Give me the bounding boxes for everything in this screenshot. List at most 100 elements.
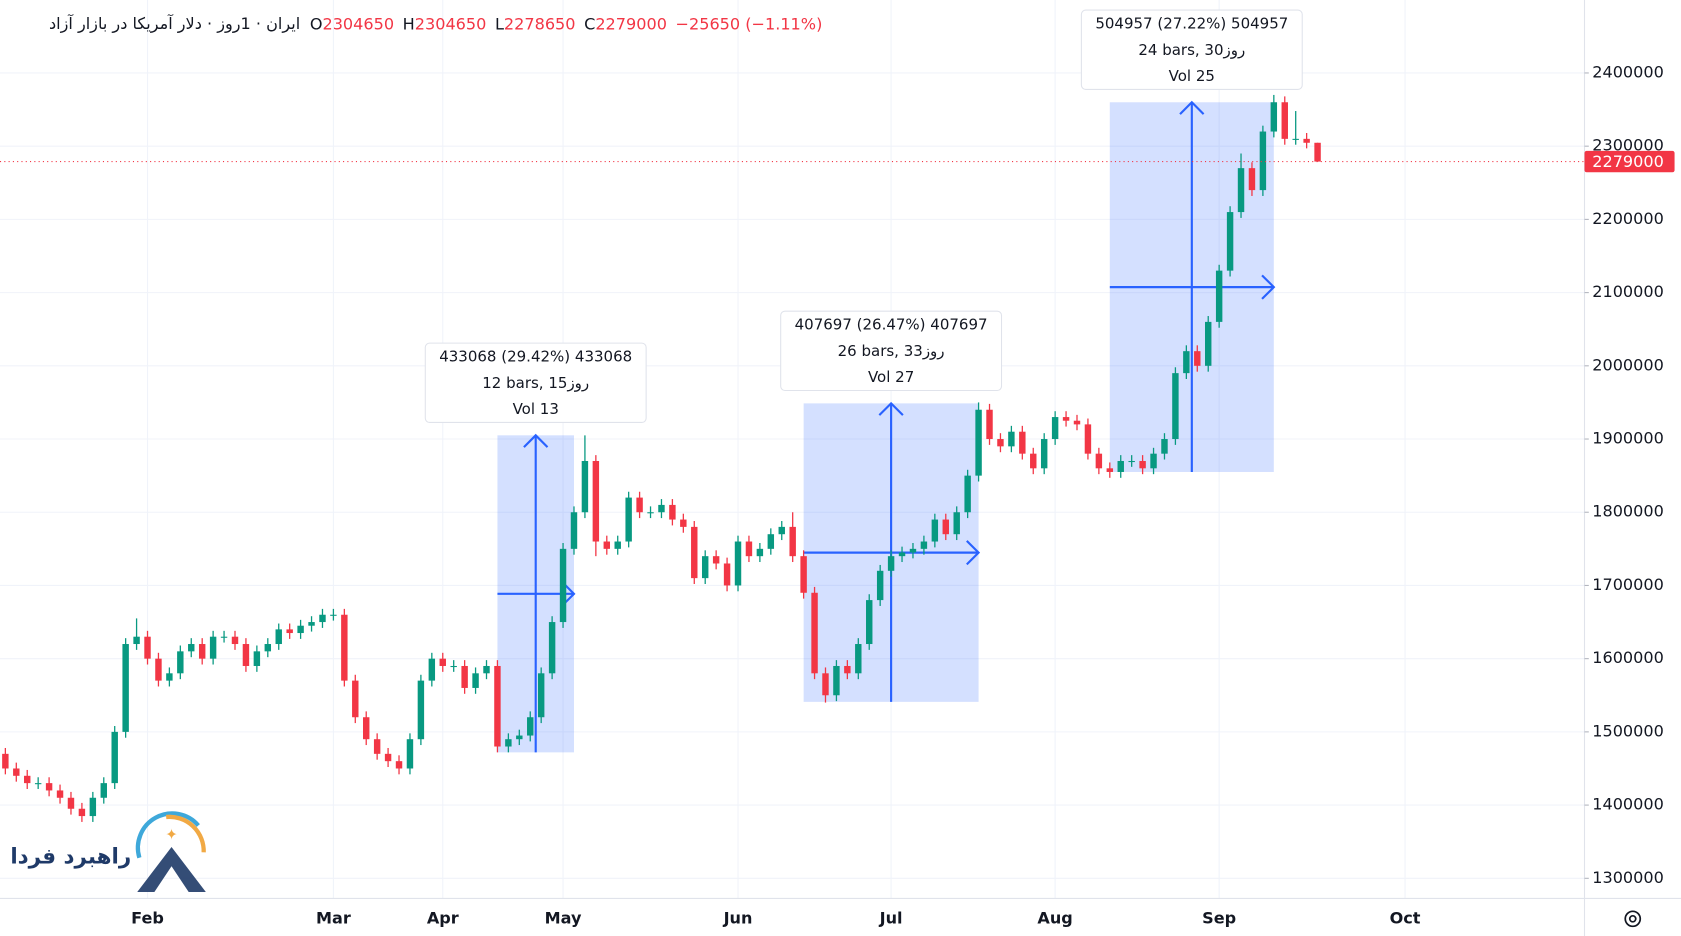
ohlc-key: C: [584, 14, 595, 33]
candle-body: [581, 460, 589, 513]
candle-body: [1292, 138, 1299, 140]
candle-body: [220, 636, 228, 638]
measure-arrowhead: [1179, 100, 1205, 115]
measure-label: 433068 (29.42%) 433068: [439, 348, 632, 366]
candle-body: [647, 512, 654, 514]
candle-body: [1051, 417, 1059, 440]
measure-label: 26 bars, 33روز: [838, 342, 945, 360]
candle-body: [155, 658, 162, 681]
candle-body: [428, 658, 436, 681]
ohlc-value: 2279000: [595, 14, 667, 33]
measure-label-box: [1080, 9, 1303, 90]
settings-icon[interactable]: [1624, 910, 1642, 928]
logo-arc: [135, 811, 200, 859]
candle-body: [876, 570, 884, 601]
candle-body: [691, 526, 698, 579]
measure-arrowhead: [966, 540, 981, 566]
watermark-text: راهبرد فردا: [10, 845, 131, 870]
candle-body: [111, 731, 118, 784]
candle-body: [887, 556, 895, 571]
y-tick-label: 2300000: [1592, 136, 1664, 155]
y-tick-label: 1900000: [1592, 429, 1664, 448]
candle-body: [1248, 168, 1256, 191]
candle-body: [461, 665, 468, 688]
x-tick-label: Feb: [131, 908, 164, 927]
measure-labels: 433068 (29.42%) 433068 12 bars, 15روز Vol …: [424, 9, 1303, 423]
candle-body: [45, 783, 53, 791]
candle-body: [942, 519, 949, 535]
x-tick-label: Apr: [427, 908, 459, 927]
candle-body: [570, 512, 578, 549]
watermark-logo: ✦: [135, 811, 206, 893]
candle-body: [734, 541, 742, 586]
candle-body: [680, 519, 687, 527]
chart-title: ایران · 1روز · دلار آمریکا در بازار آزاد: [49, 14, 300, 34]
candle-body: [975, 409, 982, 476]
candle-body: [319, 614, 326, 623]
candle-body: [1106, 468, 1114, 472]
candle-body: [100, 783, 107, 798]
ohlc-value: 2304650: [415, 14, 487, 33]
candle-body: [855, 644, 862, 674]
candle-body: [625, 497, 632, 542]
ohlc-readout: O2304650 H2304650 L2278650 C2279000 −25650 (…: [310, 14, 823, 33]
measure-arrowhead: [523, 433, 549, 448]
y-tick-label: 1700000: [1592, 575, 1664, 594]
candle-layer: [2, 94, 1321, 822]
candle-body: [1270, 102, 1278, 132]
y-tick-label: 2100000: [1592, 282, 1664, 301]
candle-body: [997, 439, 1004, 447]
candle-body: [1259, 131, 1267, 191]
candle-body: [701, 556, 709, 579]
candle-body: [406, 739, 414, 769]
candle-body: [242, 644, 250, 666]
y-tick-label: 1300000: [1592, 868, 1664, 887]
candle-body: [789, 526, 796, 557]
candle-body: [352, 680, 359, 718]
x-tick-label: Oct: [1390, 908, 1421, 927]
y-tick-label: 1600000: [1592, 648, 1664, 667]
candle-body: [669, 504, 676, 520]
candle-body: [636, 497, 643, 513]
candle-body: [253, 651, 261, 666]
logo-star: ✦: [165, 826, 178, 844]
candle-body: [450, 665, 457, 668]
candle-body: [516, 735, 523, 740]
candle-body: [1008, 431, 1015, 447]
candle-body: [778, 526, 785, 535]
candle-body: [166, 673, 173, 681]
candle-body: [1314, 142, 1321, 162]
candle-body: [494, 665, 501, 747]
candle-body: [373, 739, 381, 754]
candle-body: [658, 504, 665, 513]
candle-body: [745, 541, 753, 557]
candle-body: [417, 680, 425, 740]
candle-body: [1019, 431, 1026, 454]
candle-body: [811, 592, 818, 674]
candle-body: [1117, 460, 1124, 472]
candle-body: [822, 673, 829, 696]
candle-body: [144, 636, 151, 659]
measure-label: Vol 27: [868, 368, 914, 386]
candle-body: [1281, 102, 1288, 139]
candle-body: [920, 541, 928, 549]
measure-label-box: [424, 342, 647, 423]
candle-body: [133, 636, 140, 645]
candle-body: [1194, 351, 1201, 366]
candle-body: [188, 644, 195, 652]
candle-body: [56, 790, 64, 798]
candle-body: [723, 563, 731, 586]
candle-body: [1237, 168, 1245, 213]
candle-body: [363, 717, 370, 740]
candle-body: [308, 622, 315, 626]
ohlc-value: 2304650: [322, 14, 394, 33]
candle-body: [592, 460, 600, 542]
candle-body: [2, 753, 9, 769]
ohlc-key: H: [403, 14, 415, 33]
candle-body: [89, 797, 97, 817]
candle-body: [341, 614, 348, 681]
candle-body: [286, 629, 293, 634]
x-tick-label: Jun: [723, 908, 753, 927]
